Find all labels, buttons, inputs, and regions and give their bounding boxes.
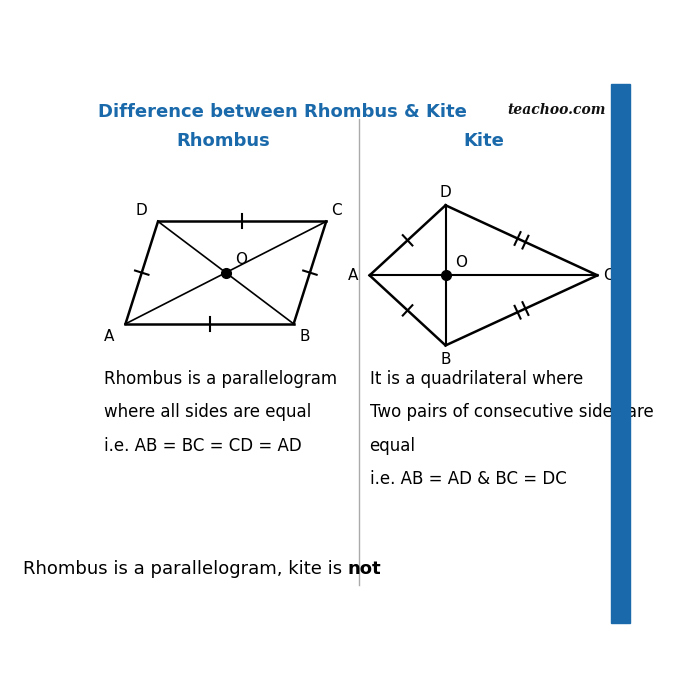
Text: O: O xyxy=(455,255,468,270)
Bar xyxy=(611,84,630,623)
Text: i.e. AB = AD & BC = DC: i.e. AB = AD & BC = DC xyxy=(370,470,566,488)
Text: Difference between Rhombus & Kite: Difference between Rhombus & Kite xyxy=(98,103,467,121)
Text: B: B xyxy=(440,352,451,367)
Text: D: D xyxy=(440,185,452,200)
Text: A: A xyxy=(104,329,115,344)
Text: C: C xyxy=(603,268,613,283)
Text: D: D xyxy=(135,203,147,218)
Text: A: A xyxy=(349,268,358,283)
Text: Rhombus: Rhombus xyxy=(176,132,270,150)
Text: where all sides are equal: where all sides are equal xyxy=(104,403,311,421)
Text: teachoo.com: teachoo.com xyxy=(508,103,606,117)
Text: i.e. AB = BC = CD = AD: i.e. AB = BC = CD = AD xyxy=(104,437,302,454)
Text: It is a quadrilateral where: It is a quadrilateral where xyxy=(370,370,583,388)
Text: Rhombus is a parallelogram: Rhombus is a parallelogram xyxy=(104,370,337,388)
Text: Two pairs of consecutive sides are: Two pairs of consecutive sides are xyxy=(370,403,653,421)
Text: not: not xyxy=(348,560,382,578)
Text: C: C xyxy=(332,203,342,218)
Text: B: B xyxy=(299,329,309,344)
Text: Kite: Kite xyxy=(463,132,504,150)
Text: equal: equal xyxy=(370,437,416,454)
Text: Rhombus is a parallelogram, kite is: Rhombus is a parallelogram, kite is xyxy=(23,560,348,578)
Text: O: O xyxy=(236,252,248,267)
